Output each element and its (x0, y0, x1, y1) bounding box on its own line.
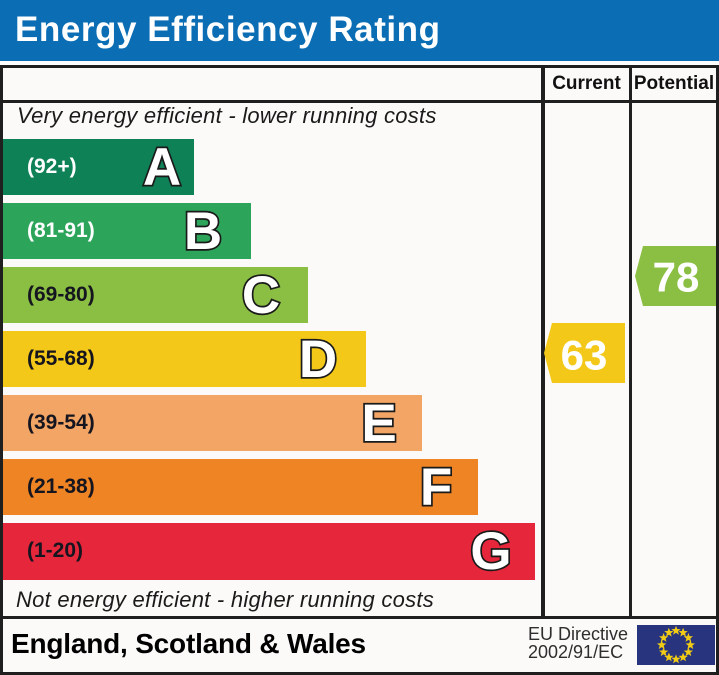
svg-text:78: 78 (653, 254, 700, 301)
svg-text:63: 63 (561, 332, 608, 379)
svg-text:F: F (420, 459, 452, 515)
svg-text:B: B (184, 203, 222, 259)
svg-text:C: C (242, 267, 280, 323)
svg-text:A: A (143, 139, 181, 195)
svg-text:G: G (470, 523, 511, 579)
svg-text:D: D (299, 331, 337, 387)
svg-text:E: E (361, 395, 396, 451)
